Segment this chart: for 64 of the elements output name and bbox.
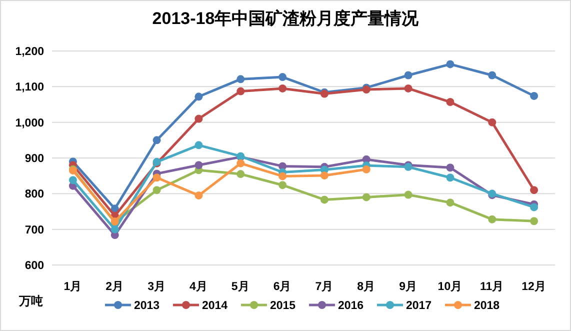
point: [236, 170, 245, 178]
y-tick-label: 900: [24, 153, 44, 165]
point: [488, 215, 496, 224]
point: [194, 191, 203, 200]
point: [446, 60, 454, 68]
x-tick-label: 2月: [106, 280, 124, 293]
x-tick-label: 11月: [480, 280, 504, 293]
x-tick-label: 12月: [522, 280, 546, 293]
point: [446, 164, 454, 172]
x-tick-label: 6月: [273, 280, 292, 293]
point: [236, 159, 245, 168]
point: [530, 203, 538, 212]
point: [446, 98, 454, 106]
point: [404, 71, 412, 80]
legend-label: 2016: [338, 300, 364, 312]
point: [194, 92, 203, 101]
point: [320, 196, 328, 204]
point: [194, 114, 203, 123]
point: [278, 172, 287, 180]
x-tick-label: 9月: [399, 280, 418, 293]
point: [152, 136, 161, 144]
x-tick-label: 4月: [190, 280, 208, 293]
point: [488, 71, 496, 80]
point: [278, 84, 287, 92]
y-tick-label: 600: [24, 260, 44, 272]
point: [236, 75, 245, 84]
point: [152, 186, 161, 194]
point: [278, 181, 287, 190]
legend-label: 2017: [406, 300, 432, 312]
y-tick-label: 800: [24, 188, 44, 201]
point: [530, 186, 538, 194]
point: [446, 174, 454, 182]
point: [362, 193, 370, 202]
point: [404, 190, 412, 199]
y-tick-label: 1,000: [15, 117, 44, 130]
legend-label: 2015: [270, 300, 296, 312]
point: [152, 174, 161, 182]
point: [446, 198, 454, 207]
point: [194, 161, 203, 170]
chart-title: 2013-18年中国矿渣粉月度产量情况: [152, 9, 420, 28]
point: [320, 171, 328, 180]
point: [362, 165, 370, 174]
point: [530, 92, 538, 100]
legend-label: 2013: [134, 300, 160, 312]
x-tick-label: 5月: [231, 280, 250, 293]
legend-label: 2018: [474, 300, 500, 312]
y-tick-label: 1,200: [15, 46, 44, 58]
x-tick-label: 7月: [315, 280, 334, 293]
point: [68, 176, 77, 184]
point: [530, 217, 538, 226]
y-tick-label: 1,100: [15, 82, 44, 94]
point: [110, 225, 119, 234]
x-tick-label: 8月: [357, 280, 376, 293]
x-tick-label: 3月: [148, 280, 166, 293]
point: [404, 84, 412, 92]
point: [236, 87, 245, 96]
x-tick-label: 1月: [64, 280, 82, 293]
y-axis-title: 万吨: [18, 294, 43, 308]
point: [278, 73, 287, 82]
point: [194, 141, 203, 150]
point: [488, 118, 496, 126]
legend-label: 2014: [202, 300, 228, 312]
x-tick-label: 10月: [438, 280, 463, 293]
y-tick-label: 700: [24, 224, 44, 236]
